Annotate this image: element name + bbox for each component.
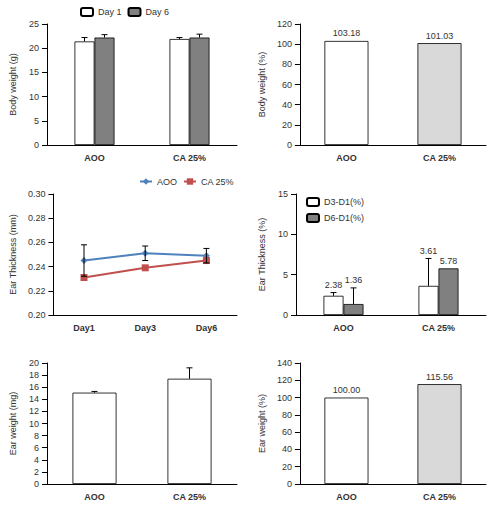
svg-text:Day 6: Day 6: [146, 7, 170, 17]
svg-text:60: 60: [282, 80, 292, 90]
svg-text:16: 16: [29, 382, 39, 392]
svg-text:103.18: 103.18: [333, 28, 361, 38]
svg-text:2.38: 2.38: [325, 280, 343, 290]
svg-text:0: 0: [34, 479, 39, 489]
svg-text:0: 0: [34, 140, 39, 150]
svg-text:0.24: 0.24: [28, 262, 46, 272]
svg-text:6: 6: [34, 443, 39, 453]
svg-text:80: 80: [282, 410, 292, 420]
svg-text:5.78: 5.78: [440, 256, 458, 266]
svg-text:0.20: 0.20: [28, 310, 46, 320]
svg-text:Day1: Day1: [73, 323, 95, 333]
svg-text:CA 25%: CA 25%: [173, 492, 206, 502]
svg-text:5: 5: [283, 270, 288, 280]
svg-text:20: 20: [29, 358, 39, 368]
svg-text:115.56: 115.56: [426, 372, 453, 382]
svg-text:10: 10: [29, 92, 39, 102]
svg-text:AOO: AOO: [336, 153, 357, 163]
svg-text:CA 25%: CA 25%: [201, 177, 234, 187]
svg-text:Ear weight (mg): Ear weight (mg): [8, 392, 18, 456]
svg-text:15: 15: [278, 189, 288, 199]
svg-text:0.30: 0.30: [28, 189, 46, 199]
svg-text:AOO: AOO: [333, 323, 354, 333]
svg-text:80: 80: [282, 59, 292, 69]
svg-text:D3-D1(%): D3-D1(%): [324, 197, 364, 207]
svg-text:8: 8: [34, 431, 39, 441]
svg-text:120: 120: [277, 375, 292, 385]
svg-text:1.36: 1.36: [345, 275, 363, 285]
svg-text:18: 18: [29, 370, 39, 380]
svg-text:AOO: AOO: [336, 492, 357, 502]
svg-text:0: 0: [287, 140, 292, 150]
svg-text:0: 0: [283, 310, 288, 320]
svg-text:10: 10: [29, 419, 39, 429]
svg-text:3.61: 3.61: [420, 246, 438, 256]
svg-text:100: 100: [277, 393, 292, 403]
svg-text:100: 100: [277, 39, 292, 49]
svg-text:Ear Thickness (%): Ear Thickness (%): [257, 218, 267, 291]
svg-text:101.03: 101.03: [426, 31, 454, 41]
svg-text:0.28: 0.28: [28, 213, 46, 223]
svg-text:25: 25: [29, 19, 39, 29]
svg-text:40: 40: [282, 444, 292, 454]
svg-text:100.00: 100.00: [333, 385, 361, 395]
svg-text:14: 14: [29, 394, 39, 404]
svg-text:140: 140: [277, 358, 292, 368]
svg-text:Ear Thickness (mm): Ear Thickness (mm): [8, 214, 18, 294]
svg-text:40: 40: [282, 100, 292, 110]
svg-text:60: 60: [282, 427, 292, 437]
svg-text:CA 25%: CA 25%: [423, 492, 456, 502]
svg-text:Ear weight (%): Ear weight (%): [257, 394, 267, 453]
svg-text:Day6: Day6: [196, 323, 218, 333]
svg-text:15: 15: [29, 67, 39, 77]
svg-text:Body weight (%): Body weight (%): [257, 52, 267, 118]
svg-text:20: 20: [29, 43, 39, 53]
svg-text:20: 20: [282, 462, 292, 472]
svg-text:Body weight (g): Body weight (g): [8, 53, 18, 116]
svg-text:5: 5: [34, 116, 39, 126]
svg-text:20: 20: [282, 120, 292, 130]
svg-text:0.26: 0.26: [28, 237, 46, 247]
svg-text:Day3: Day3: [134, 323, 156, 333]
svg-text:CA 25%: CA 25%: [423, 153, 456, 163]
svg-text:AOO: AOO: [157, 177, 177, 187]
svg-text:120: 120: [277, 19, 292, 29]
svg-text:0: 0: [287, 479, 292, 489]
svg-text:AOO: AOO: [84, 492, 105, 502]
svg-text:10: 10: [278, 229, 288, 239]
svg-text:AOO: AOO: [84, 153, 105, 163]
svg-text:4: 4: [34, 455, 39, 465]
svg-text:Day 1: Day 1: [98, 7, 122, 17]
svg-text:2: 2: [34, 467, 39, 477]
svg-text:12: 12: [29, 406, 39, 416]
svg-text:CA 25%: CA 25%: [422, 323, 455, 333]
svg-text:0.22: 0.22: [28, 286, 46, 296]
svg-text:CA 25%: CA 25%: [173, 153, 206, 163]
svg-text:D6-D1(%): D6-D1(%): [324, 213, 364, 223]
